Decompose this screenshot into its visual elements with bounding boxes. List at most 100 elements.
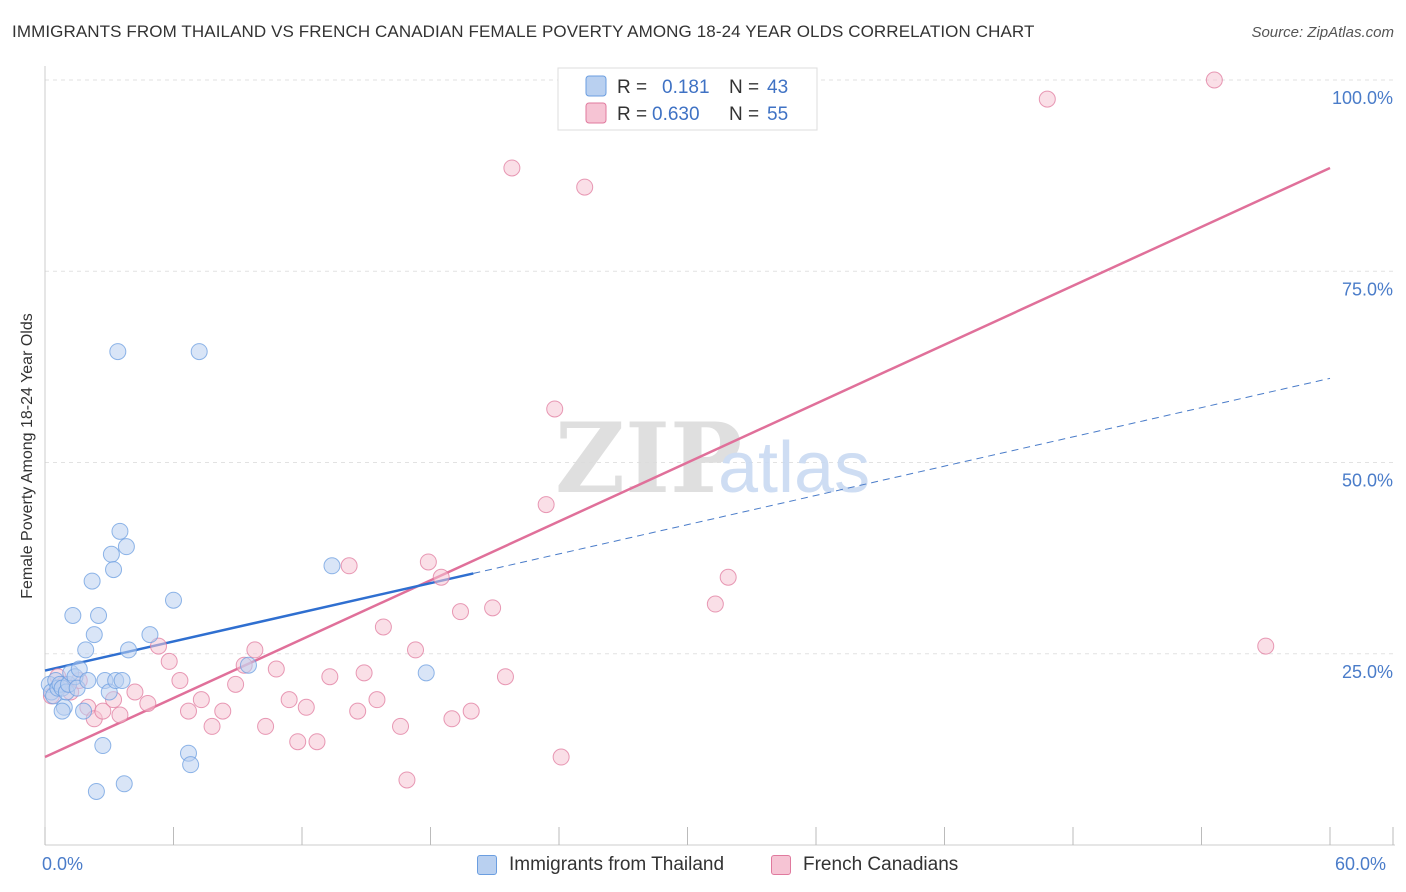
trend-line-thailand bbox=[44, 572, 474, 672]
point-thailand bbox=[64, 607, 82, 624]
point-thailand bbox=[70, 660, 88, 678]
chart-title: IMMIGRANTS FROM THAILAND VS FRENCH CANAD… bbox=[12, 22, 1035, 41]
point-french-canadian bbox=[368, 691, 386, 709]
point-thailand bbox=[90, 607, 108, 624]
watermark: ZIP atlas bbox=[555, 402, 870, 515]
point-french-canadian bbox=[257, 717, 275, 735]
legend-label-thailand: Immigrants from Thailand bbox=[509, 854, 725, 875]
point-french-canadian bbox=[150, 637, 168, 655]
point-french-canadian bbox=[537, 496, 555, 514]
point-thailand bbox=[87, 782, 105, 800]
y-tick-label: 50.0% bbox=[1342, 471, 1393, 491]
point-french-canadian bbox=[419, 553, 437, 571]
point-thailand bbox=[165, 591, 182, 609]
point-thailand bbox=[105, 561, 123, 579]
point-thailand bbox=[75, 702, 93, 720]
point-french-canadian bbox=[280, 691, 298, 709]
point-thailand bbox=[83, 572, 101, 590]
point-thailand bbox=[109, 343, 127, 361]
point-thailand bbox=[77, 641, 95, 659]
trend-line-thailand-extension bbox=[473, 377, 1331, 574]
point-french-canadian bbox=[94, 702, 112, 720]
legend-n-label-french-canadian: N = bbox=[729, 104, 759, 125]
point-thailand bbox=[115, 775, 133, 793]
point-french-canadian bbox=[203, 717, 221, 735]
stats-legend: R = 0.181 N = 43 R = 0.630 N = 55 bbox=[557, 67, 818, 131]
x-tick-label-max: 60.0% bbox=[1335, 854, 1386, 874]
y-tick-label: 100.0% bbox=[1332, 88, 1393, 108]
point-thailand bbox=[102, 545, 120, 563]
point-french-canadian bbox=[503, 159, 521, 177]
legend-n-label-thailand: N = bbox=[729, 77, 759, 98]
point-french-canadian bbox=[552, 748, 570, 766]
point-french-canadian bbox=[111, 706, 129, 724]
point-french-canadian bbox=[1038, 90, 1056, 108]
point-french-canadian bbox=[1257, 637, 1275, 655]
point-french-canadian bbox=[443, 710, 461, 728]
point-french-canadian bbox=[160, 652, 178, 670]
legend-r-value-thailand: 0.181 bbox=[662, 77, 710, 98]
watermark-zip: ZIP bbox=[555, 402, 742, 515]
point-french-canadian bbox=[192, 691, 210, 709]
legend-r-value-french-canadian: 0.630 bbox=[652, 104, 700, 125]
legend-swatch-thailand-bottom bbox=[477, 855, 497, 875]
legend-n-value-french-canadian: 55 bbox=[767, 104, 788, 125]
legend-swatch-french-canadian-bottom bbox=[771, 855, 791, 875]
point-french-canadian bbox=[214, 702, 232, 720]
trend-line-french-canadian bbox=[44, 166, 1331, 759]
point-thailand bbox=[323, 557, 341, 575]
point-french-canadian bbox=[267, 660, 285, 678]
point-french-canadian bbox=[432, 568, 450, 586]
point-thailand bbox=[79, 672, 97, 690]
legend-n-value-thailand: 43 bbox=[767, 77, 788, 98]
point-thailand bbox=[141, 626, 159, 644]
point-thailand bbox=[120, 641, 138, 659]
point-thailand bbox=[111, 522, 129, 540]
point-french-canadian bbox=[392, 717, 410, 735]
point-french-canadian bbox=[407, 641, 425, 659]
y-tick-labels: 25.0% 50.0% 75.0% 100.0% bbox=[1332, 88, 1393, 682]
point-french-canadian bbox=[576, 178, 594, 196]
point-thailand bbox=[417, 664, 435, 682]
y-tick-label: 25.0% bbox=[1342, 662, 1393, 682]
axes bbox=[44, 66, 1395, 846]
x-tick-labels: 0.0% 60.0% bbox=[42, 854, 1386, 874]
point-thailand bbox=[113, 672, 131, 690]
point-french-canadian bbox=[484, 599, 502, 617]
point-french-canadian bbox=[289, 733, 307, 751]
point-thailand bbox=[190, 343, 208, 361]
chart-source: Source: ZipAtlas.com bbox=[1251, 24, 1394, 41]
legend-item-thailand: Immigrants from Thailand bbox=[477, 850, 724, 880]
point-french-canadian bbox=[171, 672, 189, 690]
point-french-canadian bbox=[398, 771, 416, 789]
point-thailand bbox=[182, 756, 200, 774]
trend-lines bbox=[44, 166, 1331, 759]
point-thailand bbox=[94, 737, 112, 755]
point-french-canadian bbox=[227, 675, 245, 693]
legend-r-label-french-canadian: R = bbox=[617, 104, 647, 125]
point-french-canadian bbox=[374, 618, 392, 636]
point-french-canadian bbox=[246, 641, 264, 659]
point-thailand bbox=[85, 626, 103, 644]
y-tick-label: 75.0% bbox=[1342, 279, 1393, 299]
point-thailand bbox=[239, 656, 257, 674]
legend-r-label-thailand: R = bbox=[617, 77, 647, 98]
point-french-canadian bbox=[139, 694, 157, 712]
legend-swatch-french-canadian bbox=[585, 102, 607, 124]
point-french-canadian bbox=[451, 603, 469, 621]
point-french-canadian bbox=[719, 568, 737, 586]
point-french-canadian bbox=[297, 698, 315, 716]
point-french-canadian bbox=[340, 557, 358, 575]
x-tick-label-min: 0.0% bbox=[42, 854, 83, 874]
point-french-canadian bbox=[126, 683, 144, 701]
point-french-canadian bbox=[546, 400, 564, 418]
point-french-canadian bbox=[462, 702, 480, 720]
legend-swatch-thailand bbox=[585, 75, 607, 97]
legend-label-french-canadian: French Canadians bbox=[803, 854, 959, 875]
point-french-canadian bbox=[349, 702, 367, 720]
point-french-canadian bbox=[496, 668, 514, 686]
point-french-canadian bbox=[308, 733, 326, 751]
point-french-canadian bbox=[706, 595, 724, 613]
point-french-canadian bbox=[321, 668, 339, 686]
